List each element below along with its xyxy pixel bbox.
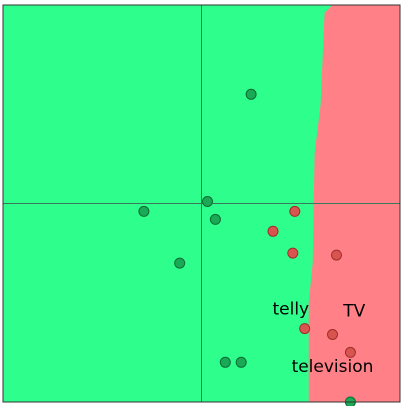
point-red-2 xyxy=(287,247,299,259)
point-red-3 xyxy=(331,249,342,261)
point-red-6 xyxy=(344,346,356,358)
point-green-6 xyxy=(235,356,247,368)
point-green-5 xyxy=(219,356,231,368)
point-red-1 xyxy=(267,225,279,237)
point-label-0: telly xyxy=(272,300,309,320)
point-red-4 xyxy=(299,323,311,335)
points-layer xyxy=(138,88,356,406)
point-label-2: television xyxy=(292,357,374,377)
point-green-1 xyxy=(202,196,213,207)
point-green-2 xyxy=(138,205,150,217)
point-red-0 xyxy=(289,205,301,217)
point-label-1: TV xyxy=(342,302,365,322)
point-green-3 xyxy=(209,213,221,225)
point-green-4 xyxy=(174,257,186,269)
plot-frame xyxy=(2,4,401,403)
point-red-5 xyxy=(327,329,338,340)
point-green-0 xyxy=(245,88,257,100)
annotation-layer: telly TV television xyxy=(272,300,373,378)
